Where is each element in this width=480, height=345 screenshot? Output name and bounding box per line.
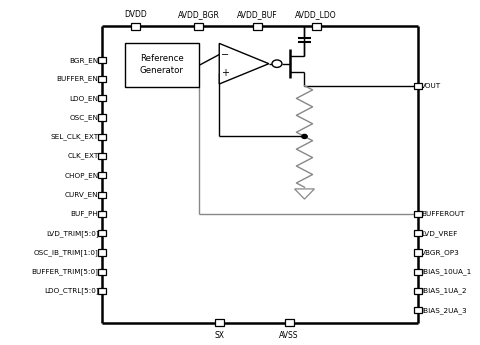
Bar: [98, 57, 106, 63]
Bar: [194, 23, 204, 30]
Bar: [98, 134, 106, 140]
Text: IBIAS_10UA_1: IBIAS_10UA_1: [421, 268, 471, 275]
Bar: [253, 23, 262, 30]
Text: BUFFER_EN: BUFFER_EN: [57, 76, 98, 82]
Text: DVDD: DVDD: [124, 10, 147, 19]
Bar: [98, 115, 106, 120]
Text: AVDD_BUF: AVDD_BUF: [237, 10, 278, 19]
Text: BGR_EN: BGR_EN: [69, 57, 98, 64]
Text: +: +: [221, 68, 229, 78]
Text: IBIAS_2UA_3: IBIAS_2UA_3: [421, 307, 467, 314]
Text: LVD_VREF: LVD_VREF: [421, 230, 457, 237]
Text: IBIAS_1UA_2: IBIAS_1UA_2: [421, 288, 467, 295]
Text: BUFFEROUT: BUFFEROUT: [421, 211, 465, 217]
Circle shape: [302, 135, 307, 138]
Text: VBGR_OP3: VBGR_OP3: [421, 249, 460, 256]
Text: LVD_TRIM[5:0]: LVD_TRIM[5:0]: [46, 230, 98, 237]
Text: Reference: Reference: [140, 54, 184, 63]
Bar: [285, 319, 294, 326]
Bar: [124, 43, 199, 87]
Polygon shape: [219, 43, 269, 84]
Bar: [414, 307, 422, 314]
Text: BUFFER_TRIM[5:0]: BUFFER_TRIM[5:0]: [32, 268, 98, 275]
Bar: [98, 288, 106, 294]
Bar: [98, 249, 106, 256]
Text: CLK_EXT: CLK_EXT: [67, 153, 98, 159]
Text: AVSS: AVSS: [279, 331, 299, 340]
Bar: [98, 269, 106, 275]
Bar: [132, 23, 140, 30]
Bar: [414, 249, 422, 256]
Bar: [312, 23, 321, 30]
Bar: [414, 230, 422, 236]
Text: OSC_IB_TRIM[1:0]: OSC_IB_TRIM[1:0]: [34, 249, 98, 256]
Text: OSC_EN: OSC_EN: [70, 114, 98, 121]
Bar: [98, 211, 106, 217]
Bar: [98, 153, 106, 159]
Text: −: −: [221, 50, 229, 60]
Text: AVDD_BGR: AVDD_BGR: [178, 10, 220, 19]
Text: CHOP_EN: CHOP_EN: [64, 172, 98, 179]
Text: SX: SX: [214, 331, 224, 340]
Bar: [98, 76, 106, 82]
Bar: [414, 288, 422, 294]
Polygon shape: [295, 189, 314, 199]
Bar: [414, 211, 422, 217]
Circle shape: [272, 60, 282, 67]
Bar: [414, 269, 422, 275]
Text: CURV_EN: CURV_EN: [65, 191, 98, 198]
Text: AVDD_LDO: AVDD_LDO: [295, 10, 337, 19]
Bar: [98, 95, 106, 101]
Text: VOUT: VOUT: [421, 83, 442, 89]
Text: LDO_EN: LDO_EN: [70, 95, 98, 101]
Text: SEL_CLK_EXT: SEL_CLK_EXT: [50, 134, 98, 140]
Text: LDO_CTRL[5:0]: LDO_CTRL[5:0]: [44, 288, 98, 295]
Bar: [414, 83, 422, 89]
Bar: [98, 230, 106, 236]
Bar: [98, 172, 106, 178]
Text: BUF_PH: BUF_PH: [71, 210, 98, 217]
Bar: [98, 191, 106, 198]
Bar: [215, 319, 224, 326]
Text: Generator: Generator: [140, 66, 184, 75]
